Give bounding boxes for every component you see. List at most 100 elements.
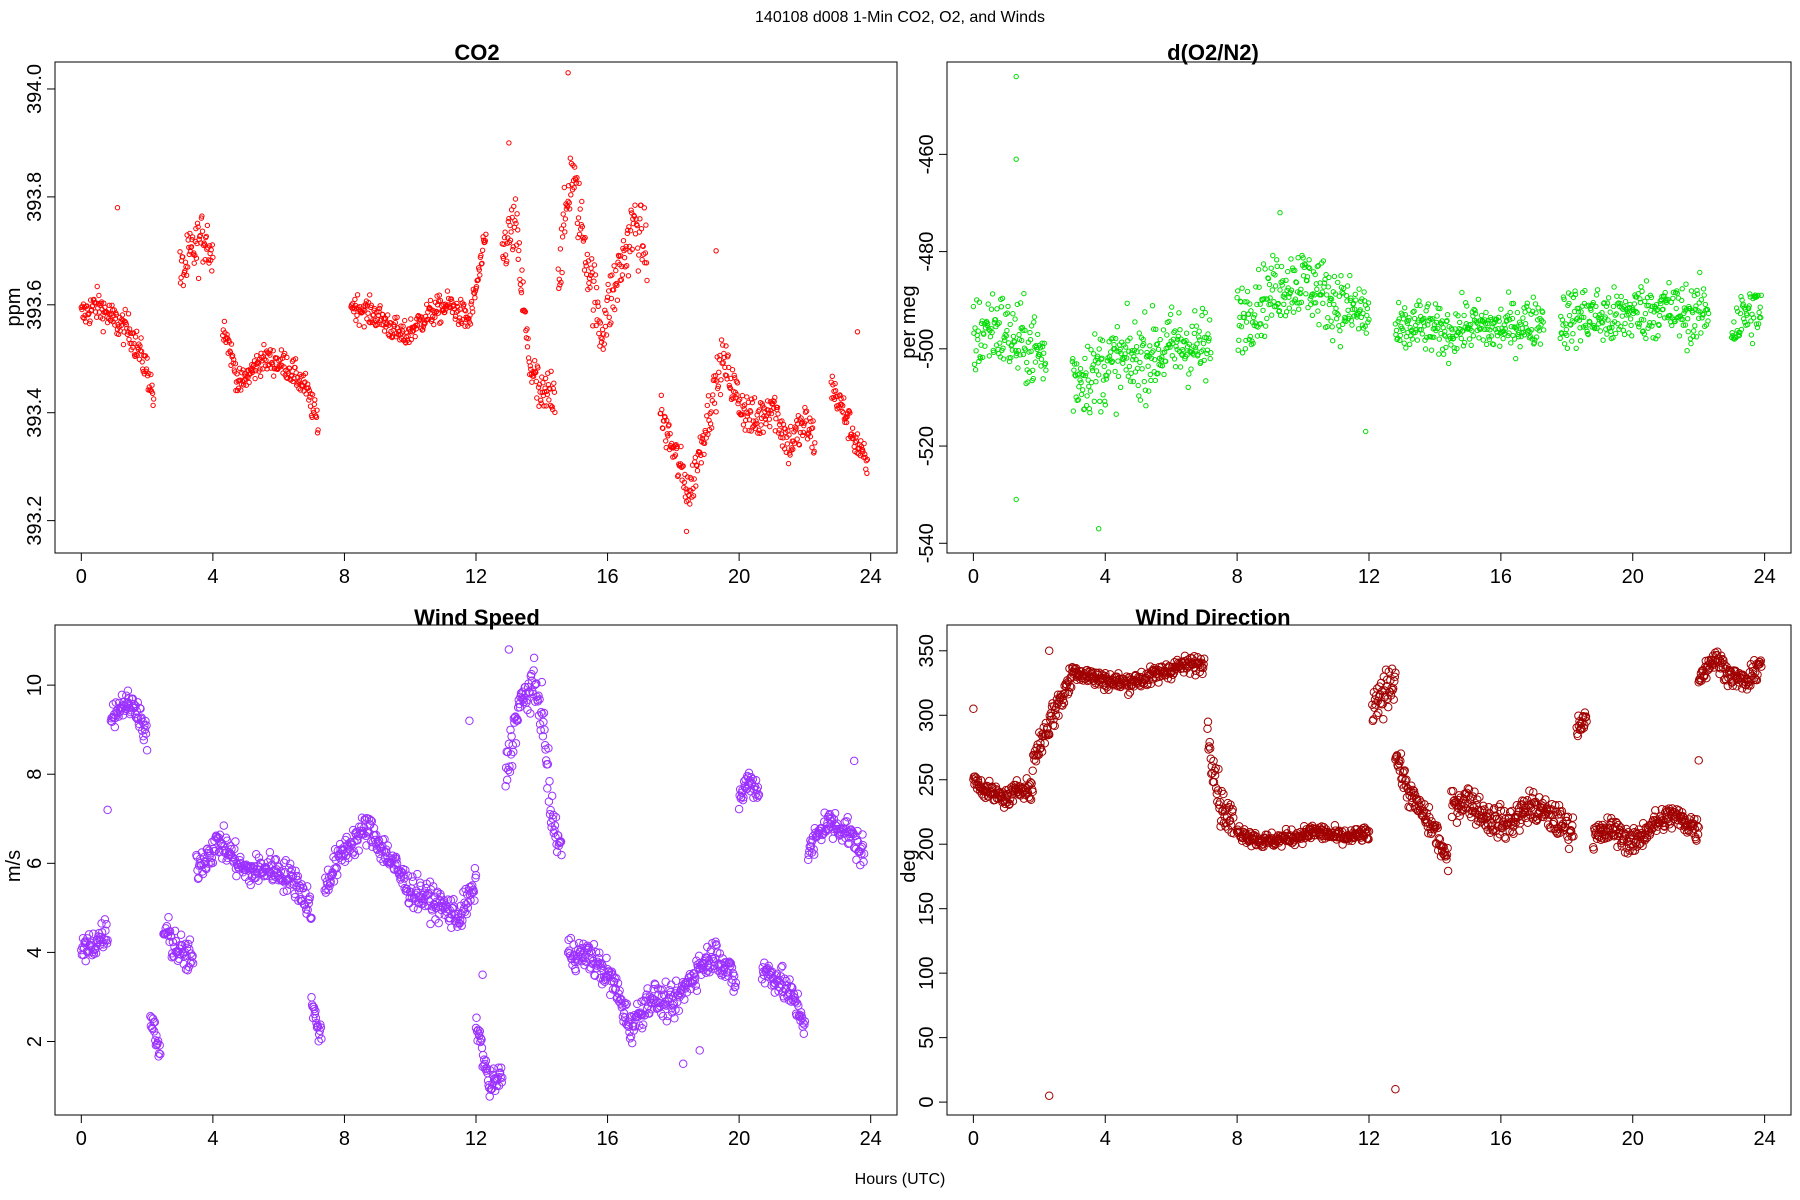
co2-data-point xyxy=(202,241,208,248)
co2-data-point xyxy=(502,229,508,235)
o2-data-point xyxy=(1293,279,1300,286)
co2-data-point xyxy=(398,323,404,329)
o2-data-point xyxy=(1031,314,1038,320)
co2-data-point xyxy=(138,348,145,355)
ws-data-point xyxy=(662,1017,672,1026)
o2-data-point xyxy=(1642,298,1648,304)
o2-data-point xyxy=(1669,322,1675,329)
o2-data-point xyxy=(1129,347,1135,354)
o2-data-point xyxy=(1641,317,1647,323)
co2-data-point xyxy=(353,317,359,324)
o2-data-point xyxy=(1691,328,1697,334)
co2-data-point xyxy=(803,418,809,424)
co2-data-point xyxy=(112,322,118,328)
co2-data-point xyxy=(574,175,580,181)
co2-data-point xyxy=(606,314,612,320)
co2-data-point xyxy=(793,425,799,431)
ws-data-point xyxy=(220,842,229,851)
o2-data-point xyxy=(1581,314,1587,320)
o2-data-point xyxy=(1177,364,1184,370)
co2-data-point xyxy=(768,410,775,417)
co2-data-point xyxy=(257,366,263,372)
co2-data-point xyxy=(257,373,264,379)
o2-data-point xyxy=(1474,319,1480,326)
o2-data-point xyxy=(1524,300,1531,306)
o2-data-point xyxy=(1446,360,1452,367)
co2-data-point xyxy=(809,425,816,431)
o2-data-point xyxy=(1276,308,1283,314)
o2-data-point xyxy=(1091,398,1098,404)
o2-data-point xyxy=(1157,336,1163,343)
co2-data-point xyxy=(516,247,522,254)
figure-title: 140108 d008 1-Min CO2, O2, and Winds xyxy=(755,9,1045,26)
co2-data-point xyxy=(261,341,267,348)
ws-data-point xyxy=(251,873,260,883)
o2-data-point xyxy=(1480,337,1487,343)
ws-data-point xyxy=(278,876,288,886)
o2-data-point xyxy=(1019,324,1025,331)
o2-data-point xyxy=(1166,318,1172,325)
o2-data-point xyxy=(1250,314,1257,321)
o2-data-point xyxy=(1693,334,1700,340)
o2-data-point xyxy=(1196,328,1202,334)
o2-data-point xyxy=(1353,297,1359,303)
co2-data-point xyxy=(204,222,211,229)
o2-data-point xyxy=(1279,282,1285,288)
co2-data-point xyxy=(177,249,183,255)
co2-data-point xyxy=(672,452,679,458)
o2-data-point xyxy=(1444,318,1450,324)
co2-data-point xyxy=(408,316,414,322)
co2-data-point xyxy=(749,396,755,402)
o2-data-point xyxy=(1594,287,1601,293)
co2-data-point xyxy=(313,414,320,420)
co2-data-point xyxy=(660,425,666,432)
o2-data-point xyxy=(1239,350,1246,356)
co2-data-point xyxy=(562,229,568,235)
co2-data-point xyxy=(390,333,396,339)
ws-data-point xyxy=(529,653,539,663)
o2-y-tick-label: -460 xyxy=(916,134,938,174)
co2-data-point xyxy=(549,404,555,410)
co2-data-point xyxy=(795,421,801,427)
ws-data-point xyxy=(449,895,458,904)
o2-data-point xyxy=(1622,320,1628,327)
co2-plot-frame xyxy=(54,61,898,554)
o2-data-point xyxy=(1673,305,1679,312)
o2-data-point xyxy=(1017,352,1023,358)
ws-data-point xyxy=(103,805,112,815)
co2-data-point xyxy=(220,327,227,333)
o2-data-point xyxy=(1040,376,1046,382)
co2-data-point xyxy=(754,420,760,427)
o2-data-point xyxy=(1402,312,1409,318)
o2-data-point xyxy=(1645,325,1651,331)
o2-data-point xyxy=(1539,309,1546,315)
ws-points xyxy=(77,645,869,1101)
o2-data-point xyxy=(1638,284,1644,290)
ws-data-point xyxy=(381,845,391,854)
co2-data-point xyxy=(517,281,524,288)
o2-data-point xyxy=(1267,295,1273,301)
ws-data-point xyxy=(139,731,148,741)
o2-data-point xyxy=(1540,319,1546,325)
co2-data-point xyxy=(533,369,539,376)
co2-data-point xyxy=(367,292,373,298)
co2-data-point xyxy=(728,375,734,382)
ws-data-point xyxy=(464,898,473,907)
co2-data-point xyxy=(600,346,606,352)
ws-data-point xyxy=(102,939,112,948)
o2-data-point xyxy=(1185,384,1191,390)
co2-data-point xyxy=(354,312,360,318)
co2-data-point xyxy=(796,442,803,448)
o2-data-point xyxy=(1429,334,1435,340)
co2-data-point xyxy=(751,395,758,401)
o2-data-point xyxy=(1271,299,1277,305)
o2-data-point xyxy=(1403,345,1409,351)
co2-data-point xyxy=(462,323,468,329)
co2-data-point xyxy=(305,381,311,387)
co2-data-point xyxy=(295,379,302,385)
co2-data-point xyxy=(840,403,846,409)
o2-data-point xyxy=(1314,263,1321,270)
co2-data-point xyxy=(608,320,614,326)
ws-data-point xyxy=(469,887,479,896)
o2-data-point xyxy=(1088,347,1094,353)
